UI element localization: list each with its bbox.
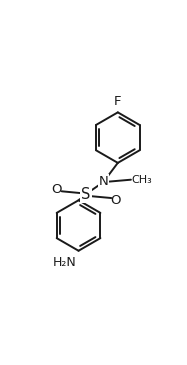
Text: O: O <box>111 194 121 207</box>
Text: S: S <box>81 187 91 202</box>
Text: CH₃: CH₃ <box>132 175 153 185</box>
Text: O: O <box>51 182 61 196</box>
Text: N: N <box>99 175 109 188</box>
Text: F: F <box>114 95 122 108</box>
Text: H₂N: H₂N <box>53 256 77 269</box>
